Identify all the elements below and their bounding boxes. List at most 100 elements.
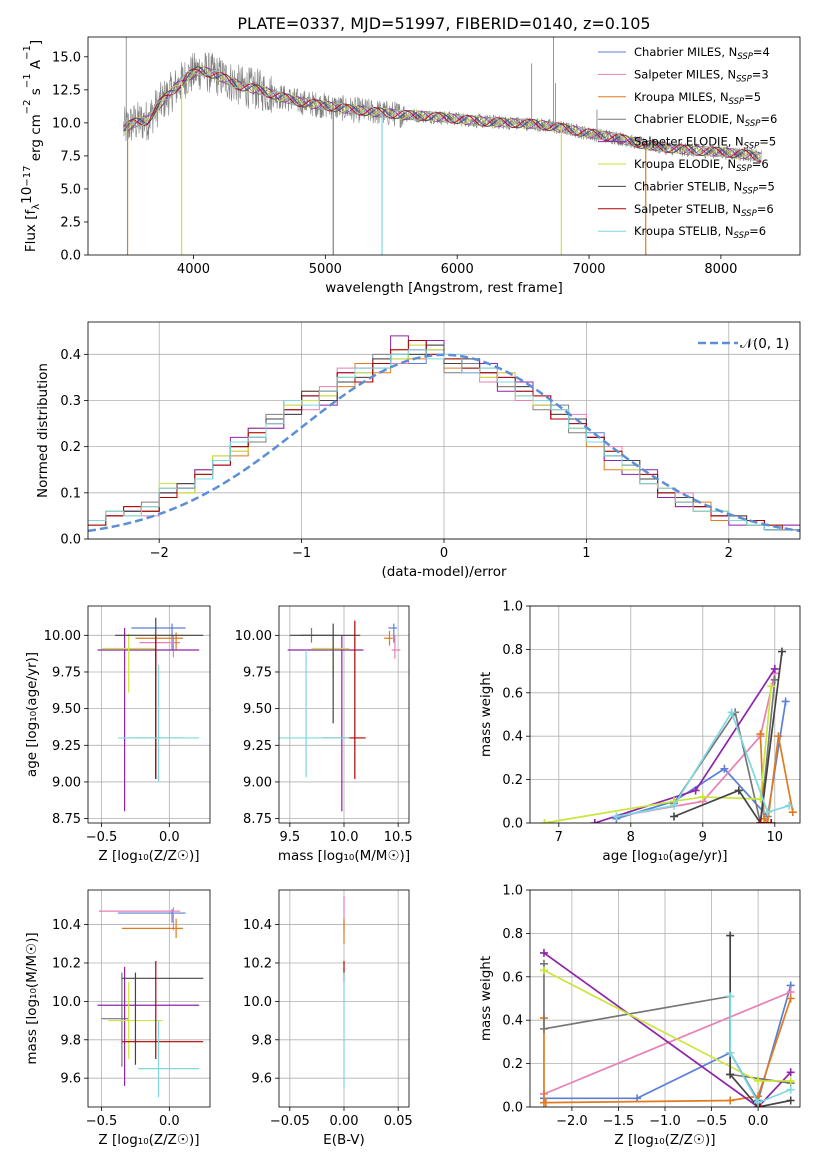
- legend-sub: SSP: [736, 164, 752, 174]
- legend-suffix: =6: [749, 224, 766, 238]
- series-point: [756, 819, 765, 823]
- y-tick-label: 10.0: [52, 116, 81, 131]
- y-tick-label: 0.6: [502, 970, 523, 985]
- series-point: [541, 1098, 550, 1107]
- legend-sub: SSP: [745, 119, 761, 129]
- series-line: [616, 673, 776, 818]
- x-axis-label: mass [log₁₀(M/M☉)]: [278, 848, 410, 864]
- legend-entry: Kroupa MILES, NSSP=5: [634, 90, 761, 107]
- y-label-part: −1: [22, 45, 33, 60]
- series-point: [763, 819, 772, 823]
- series-point: [770, 664, 779, 673]
- series-line: [543, 991, 792, 1095]
- series-point: [786, 1068, 795, 1077]
- y-tick-label: 10.00: [44, 629, 81, 644]
- y-tick-label: 10.0: [52, 995, 81, 1010]
- legend-entry: Salpeter STELIB, NSSP=6: [634, 202, 774, 219]
- legend-label: Chabrier ELODIE, N: [634, 112, 745, 126]
- y-tick-label: 12.5: [52, 83, 81, 98]
- y-tick-label: 7.5: [60, 149, 81, 164]
- y-label-part: s: [28, 88, 44, 99]
- legend-label: Kroupa ELODIE, N: [634, 157, 736, 171]
- x-tick-label: 10.5: [384, 830, 413, 845]
- legend-suffix: =6: [760, 112, 777, 126]
- plot-area-spectrum: [123, 37, 762, 255]
- y-tick-label: 9.75: [243, 665, 272, 680]
- model-spectrum-line: [123, 67, 762, 160]
- x-axis-label: Z [log₁₀(Z/Z☉)]: [98, 848, 199, 864]
- series-point: [720, 764, 729, 773]
- axes-weight_vs_age: 7 8 9 10 0.0 0.2 0.4 0.6 0.8 1.0 age [log₁₀(age/yr…: [478, 600, 801, 864]
- series-point: [781, 697, 790, 706]
- y-tick-label: 0.0: [502, 1101, 523, 1116]
- series-point: [691, 786, 700, 795]
- model-spectrum-line: [123, 66, 762, 160]
- y-axis-label: mass weight: [478, 672, 494, 757]
- series-point: [774, 732, 783, 741]
- legend-label: Salpeter MILES, N: [634, 67, 736, 81]
- y-tick-label: 5.0: [60, 182, 81, 197]
- series-point: [763, 808, 772, 817]
- y-tick-label: 9.6: [251, 1072, 272, 1087]
- legend-entry: Chabrier MILES, NSSP=4: [634, 45, 770, 62]
- plot-area-weight_vs_age: [540, 647, 797, 823]
- y-tick-label: 0.0: [502, 817, 523, 832]
- series-point: [590, 819, 599, 823]
- x-tick-label: 7: [555, 830, 563, 845]
- legend-suffix: =5: [758, 179, 775, 193]
- series-point: [785, 801, 794, 810]
- series-point: [734, 786, 743, 795]
- series-point: [778, 647, 786, 656]
- legend-entry: Salpeter MILES, NSSP=3: [634, 67, 769, 84]
- axes-age_vs_Z: −0.5 0.0 8.75 9.00 9.25 9.50 9.75 10.00 Z [log₁₀…: [24, 605, 211, 864]
- series-point: [540, 819, 549, 823]
- axes-weight_vs_Z: −2.0 −1.5 −1.0 −0.5 0.0 0.0 0.2 0.4 0.6 0.8 1.0 Z […: [478, 884, 801, 1148]
- x-axis-label: (data-model)/error: [381, 564, 507, 580]
- x-tick-label: −0.5: [696, 1114, 728, 1129]
- series-point: [755, 1103, 764, 1107]
- y-tick-label: 9.8: [251, 1033, 272, 1048]
- legend-entry: Chabrier ELODIE, NSSP=6: [634, 112, 777, 129]
- series-point: [756, 730, 765, 739]
- model-spectrum-line: [123, 70, 762, 162]
- series-point: [726, 992, 735, 1001]
- y-tick-label: 0.4: [60, 348, 81, 363]
- series-point: [539, 1024, 548, 1033]
- y-tick-label: 10.00: [235, 629, 272, 644]
- x-tick-label: −0.5: [86, 1114, 118, 1129]
- x-tick-label: 9.5: [279, 830, 300, 845]
- series-point: [726, 1070, 735, 1079]
- x-tick-label: 9: [699, 830, 707, 845]
- y-label-part: λ: [31, 204, 42, 210]
- plot-area-weight_vs_Z: [539, 931, 795, 1107]
- y-tick-label: 8.75: [52, 812, 81, 827]
- series-line: [673, 651, 783, 823]
- legend-suffix: =5: [759, 135, 776, 149]
- y-tick-label: 9.50: [243, 702, 272, 717]
- y-label-part: −2: [22, 99, 33, 114]
- y-tick-label: 0.2: [502, 773, 523, 788]
- x-tick-label: 0.0: [159, 1114, 180, 1129]
- x-tick-label: −0.05: [270, 1114, 310, 1129]
- axes-frame: [87, 321, 801, 540]
- legend-sub: SSP: [744, 142, 760, 152]
- series-point: [754, 1098, 763, 1107]
- y-tick-label: 0.4: [502, 1014, 523, 1029]
- y-axis-label: age [log₁₀(age/yr)]: [24, 652, 40, 777]
- series-point: [726, 931, 735, 940]
- x-tick-label: 0.0: [159, 830, 180, 845]
- axes-mass_vs_Z: −0.5 0.0 9.6 9.8 10.0 10.2 10.4 Z [log₁₀(Z/Z☉)]…: [24, 889, 211, 1148]
- plot-area-residuals: [88, 335, 800, 533]
- x-tick-label: −1: [292, 546, 311, 561]
- x-tick-label: 0.00: [330, 1114, 359, 1129]
- series-point: [767, 682, 776, 691]
- legend-sub: SSP: [741, 209, 757, 219]
- histogram-step-line: [88, 349, 800, 531]
- y-tick-label: 15.0: [52, 50, 81, 65]
- y-label-part: 10: [19, 187, 35, 204]
- legend-suffix: =6: [752, 157, 769, 171]
- series-line: [729, 996, 792, 1104]
- x-tick-label: 8: [627, 830, 635, 845]
